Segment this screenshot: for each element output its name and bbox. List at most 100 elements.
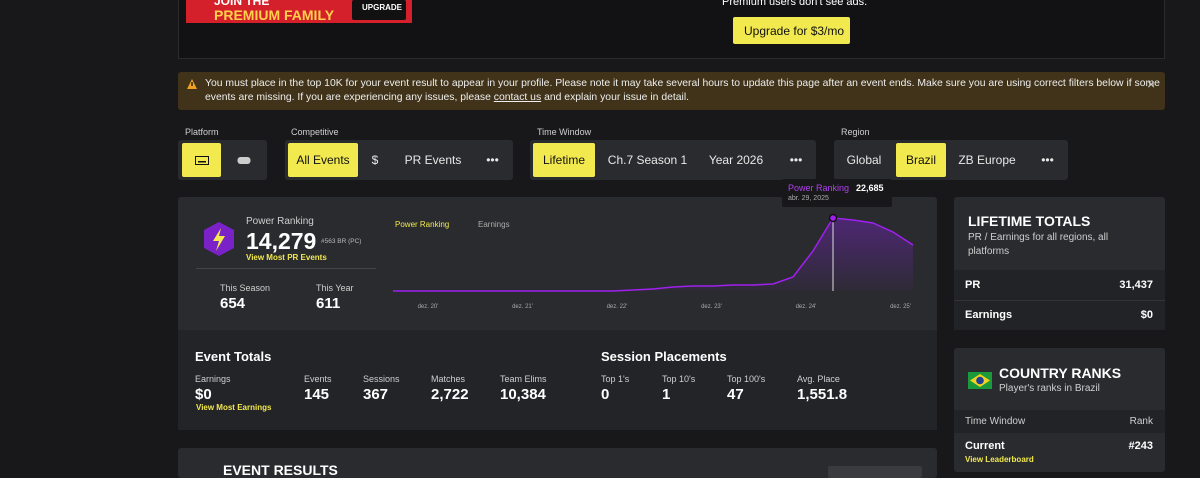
ad-button[interactable]	[352, 0, 406, 20]
ad-line1: JOIN THE	[214, 0, 270, 8]
flag-icon	[968, 372, 992, 389]
ad-line2: PREMIUM FAMILY	[214, 7, 335, 23]
stat-value: 1	[662, 386, 671, 403]
row-value: 31,437	[1119, 279, 1153, 291]
x-tick-label: dez. 20'	[418, 304, 439, 310]
filter-option[interactable]: •••	[1041, 153, 1054, 167]
stat-label: Events	[304, 374, 332, 384]
filter-option[interactable]: ZB Europe	[958, 153, 1016, 167]
stat-label: Matches	[431, 374, 466, 384]
leaderboard-link[interactable]: View Leaderboard	[965, 455, 1034, 464]
stat-value: 611	[316, 295, 341, 312]
notice-text: You must place in the top 10K for your e…	[205, 78, 1160, 89]
filter-option[interactable]: Lifetime	[533, 143, 595, 177]
section-title: Session Placements	[601, 349, 727, 364]
ad-button-text: UPGRADE	[362, 3, 403, 12]
controller-button[interactable]	[225, 143, 263, 177]
tooltip-series: Power Ranking	[788, 183, 850, 193]
stat-value: 654	[220, 295, 246, 312]
stat-label: Earnings	[195, 374, 231, 384]
close-button[interactable]: ×	[1147, 76, 1156, 92]
stat-value: 10,384	[500, 386, 546, 403]
upgrade-button[interactable]	[733, 17, 850, 44]
tooltip-value: 22,685	[856, 183, 884, 193]
stat-label: Top 10's	[662, 374, 696, 384]
power-label: Power Ranking	[246, 216, 314, 227]
filter-option[interactable]: Ch.7 Season 1	[607, 153, 688, 167]
row-value: #243	[1128, 440, 1153, 452]
chart-tab[interactable]: Earnings	[478, 220, 510, 229]
power-icon	[204, 222, 234, 256]
header-cell: Time Window	[965, 416, 1026, 427]
stat-value: 47	[727, 386, 744, 403]
row-label: Earnings	[965, 309, 1013, 321]
pr-events-link[interactable]: View Most PR Events	[246, 253, 327, 262]
stat-value: 145	[304, 386, 330, 403]
upgrade-text: Upgrade for $3/mo	[744, 24, 845, 38]
stat-label: Top 100's	[727, 374, 766, 384]
contact-link[interactable]: contact us	[493, 92, 542, 103]
notice-text: events are missing. If you are experienc…	[205, 92, 689, 103]
filter-option[interactable]: PR Events	[404, 153, 462, 167]
earnings-link[interactable]: View Most Earnings	[196, 403, 272, 412]
x-tick-label: dez. 25'	[890, 304, 911, 310]
stat-value: 0	[601, 386, 610, 403]
stat-label: Avg. Place	[797, 374, 840, 384]
stat-label: Team Elims	[500, 374, 547, 384]
row-value: $0	[1140, 309, 1153, 321]
tooltip-date: abr. 29, 2025	[788, 195, 829, 202]
warning-icon	[187, 79, 197, 89]
stat-label: Sessions	[363, 374, 400, 384]
notice-text: events are missing. If you are experienc…	[205, 92, 491, 103]
divider	[954, 300, 1165, 301]
region-group	[834, 140, 1068, 180]
ad-note: Premium users don't see ads.	[722, 0, 868, 8]
stat-label: This Year	[316, 283, 354, 293]
filter-label: Region	[841, 127, 870, 137]
filter-option[interactable]: •••	[789, 153, 803, 167]
power-value: 14,279	[246, 228, 317, 254]
card-subtitle: PR / Earnings for all regions, all	[968, 232, 1109, 243]
table-header	[954, 410, 1165, 433]
row-label: Current	[965, 440, 1005, 452]
section-title: Event Totals	[195, 349, 272, 364]
controller-icon	[237, 156, 251, 164]
filter-option[interactable]: •••	[486, 153, 499, 167]
chart-tab[interactable]: Power Ranking	[395, 220, 450, 229]
divider	[196, 268, 376, 269]
card-title: EVENT RESULTS	[223, 462, 338, 478]
row-label: PR	[965, 279, 981, 291]
notice	[178, 72, 1165, 110]
card-title: COUNTRY RANKS	[999, 365, 1122, 381]
x-tick-label: dez. 22'	[607, 304, 628, 310]
totals-card	[178, 330, 937, 430]
filter-label: Time Window	[537, 127, 592, 137]
stat-value: $0	[195, 386, 212, 403]
x-tick-label: dez. 23'	[701, 304, 722, 310]
stat-value: 1,551.8	[797, 386, 848, 403]
stat-label: This Season	[220, 283, 271, 293]
filter-option[interactable]: Global	[846, 153, 882, 167]
power-rank: #563 BR (PC)	[321, 238, 362, 245]
filter-option[interactable]: Year 2026	[708, 153, 764, 167]
keyboard-icon	[194, 155, 209, 165]
stat-value: 2,722	[431, 386, 469, 403]
card-subtitle: platforms	[968, 246, 1010, 257]
line	[393, 217, 914, 292]
filter-label: Competitive	[291, 127, 339, 137]
tooltip: Power Ranking 22,685 abr. 29, 2025	[782, 179, 892, 207]
header-cell: Rank	[1129, 416, 1153, 427]
stat-value: 367	[363, 386, 389, 403]
filter-label: Platform	[185, 127, 219, 137]
keyboard-button[interactable]	[182, 143, 221, 177]
results-button[interactable]	[828, 466, 922, 478]
filter-option[interactable]: All Events	[288, 143, 358, 177]
hover-point	[828, 213, 838, 223]
filter-option[interactable]: $	[371, 153, 379, 167]
card-subtitle: Player's ranks in Brazil	[999, 383, 1100, 394]
filter-option[interactable]: Brazil	[896, 143, 946, 177]
area	[393, 218, 913, 291]
